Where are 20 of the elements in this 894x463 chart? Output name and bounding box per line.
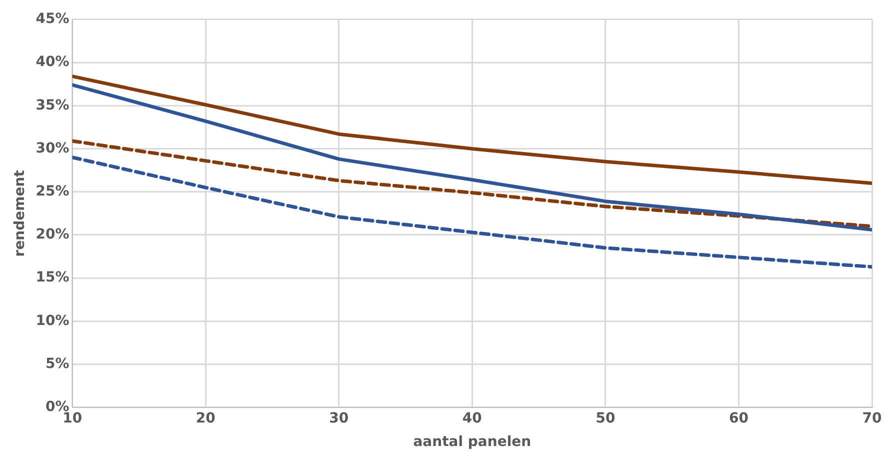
x-tick-label: 50 [596, 410, 616, 426]
x-tick-label: 10 [62, 410, 82, 426]
x-tick-label: 30 [329, 410, 349, 426]
x-tick-label: 20 [196, 410, 216, 426]
y-tick-label: 40% [36, 54, 70, 70]
y-tick-label: 25% [36, 183, 70, 200]
y-axis-title: rendement [12, 170, 28, 257]
x-tick-label: 70 [862, 410, 882, 426]
x-axis-title: aantal panelen [413, 434, 532, 450]
y-tick-label: 20% [36, 226, 70, 243]
x-tick-label: 40 [462, 410, 482, 426]
y-tick-label: 15% [36, 270, 70, 286]
line-series [72, 156, 872, 269]
y-tick-label: 10% [36, 312, 70, 329]
y-tick-label: 5% [46, 356, 70, 372]
y-tick-label: 35% [36, 97, 70, 114]
line-series [72, 139, 872, 228]
x-tick-label: 60 [728, 410, 749, 426]
y-tick-label: 30% [36, 140, 70, 156]
y-tick-label: 45% [36, 11, 70, 28]
